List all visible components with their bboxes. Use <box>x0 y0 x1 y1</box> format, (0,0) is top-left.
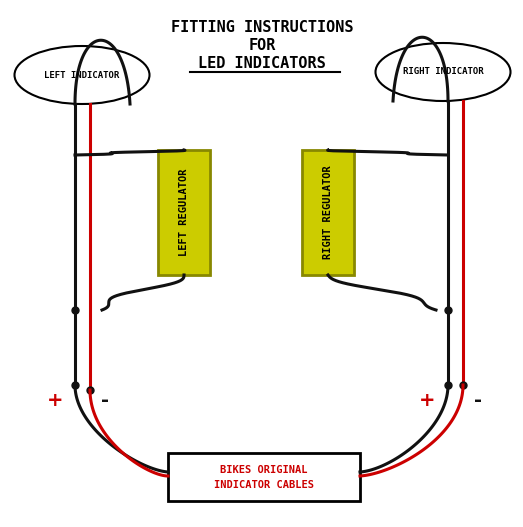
Text: LEFT REGULATOR: LEFT REGULATOR <box>179 169 189 256</box>
FancyBboxPatch shape <box>158 150 210 275</box>
Text: -: - <box>101 391 109 409</box>
Text: RIGHT REGULATOR: RIGHT REGULATOR <box>323 165 333 259</box>
Text: -: - <box>474 391 482 409</box>
Text: +: + <box>419 391 435 409</box>
Text: +: + <box>47 391 63 409</box>
Text: LED INDICATORS: LED INDICATORS <box>198 56 326 72</box>
Text: FOR: FOR <box>248 38 276 54</box>
Text: RIGHT INDICATOR: RIGHT INDICATOR <box>403 67 483 76</box>
Text: BIKES ORIGINAL: BIKES ORIGINAL <box>220 465 308 475</box>
FancyBboxPatch shape <box>302 150 354 275</box>
Text: FITTING INSTRUCTIONS: FITTING INSTRUCTIONS <box>170 21 353 35</box>
FancyBboxPatch shape <box>168 453 360 501</box>
Text: LEFT INDICATOR: LEFT INDICATOR <box>44 71 120 80</box>
Text: INDICATOR CABLES: INDICATOR CABLES <box>214 480 314 490</box>
